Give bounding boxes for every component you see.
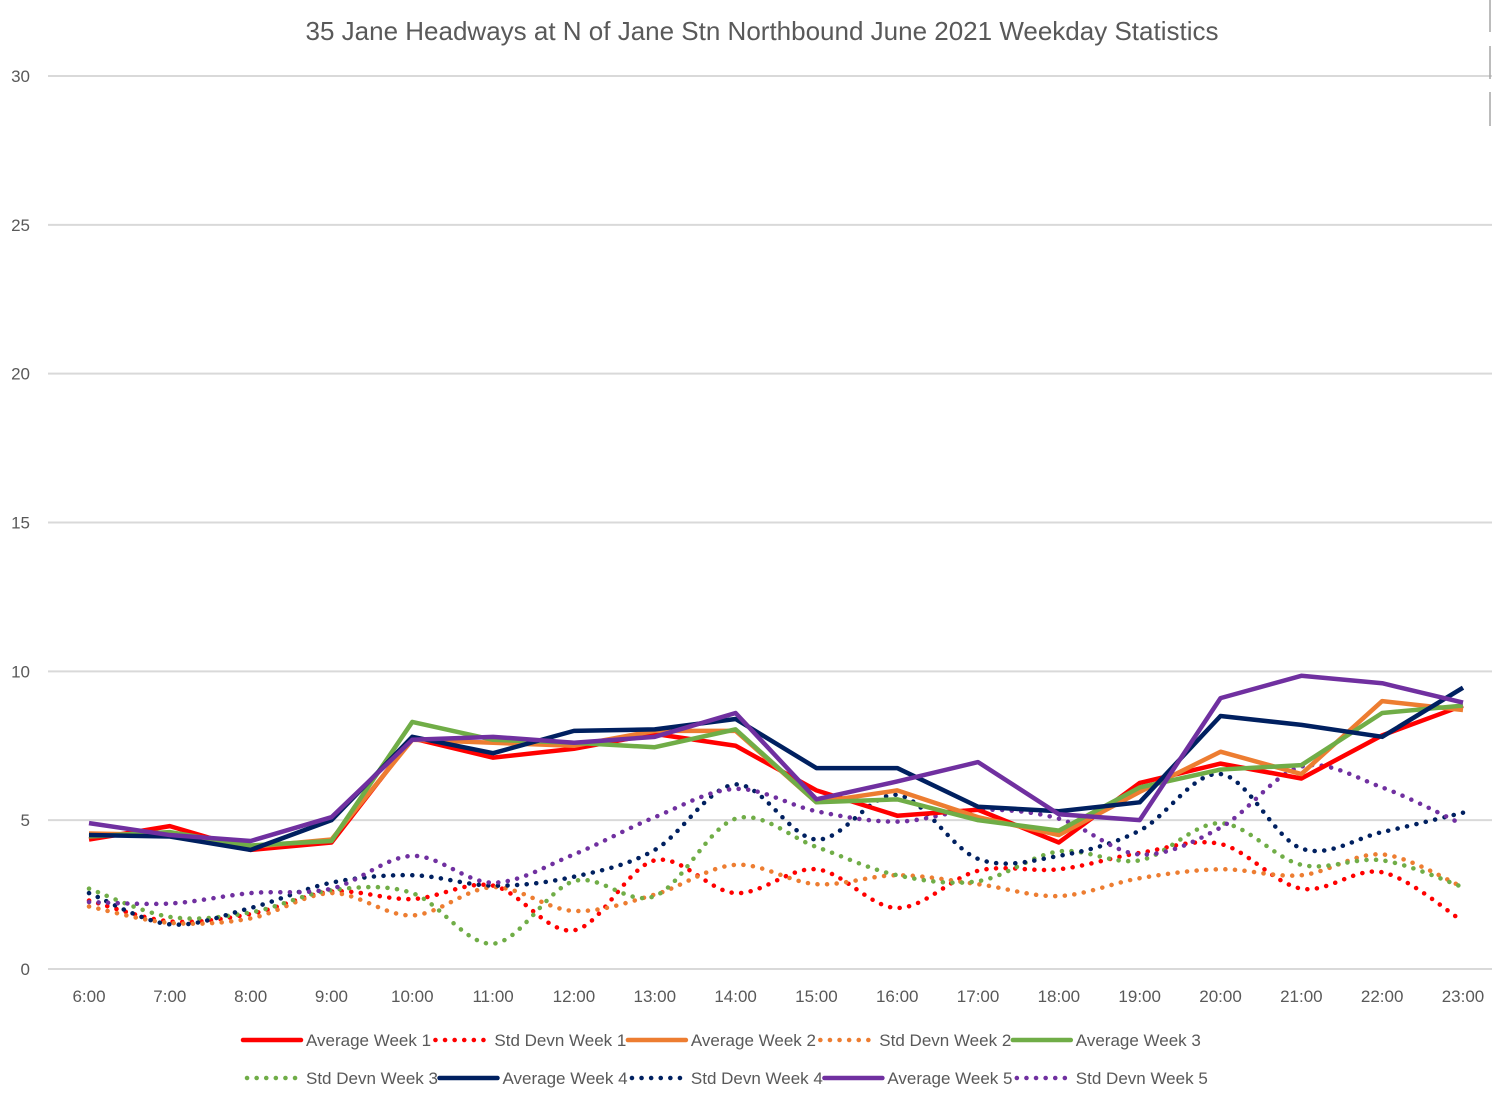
legend-label: Std Devn Week 5 bbox=[1076, 1069, 1208, 1088]
legend-item-std-devn-week-5[interactable]: Std Devn Week 5 bbox=[1014, 1069, 1208, 1088]
legend-label: Average Week 5 bbox=[887, 1069, 1012, 1088]
series-average-week-3 bbox=[88, 703, 1464, 848]
x-tick-label: 7:00 bbox=[153, 987, 186, 1006]
x-tick-label: 20:00 bbox=[1199, 987, 1242, 1006]
series-line bbox=[88, 698, 1464, 850]
legend-item-average-week-5[interactable]: Average Week 5 bbox=[822, 1069, 1012, 1088]
legend-label: Std Devn Week 1 bbox=[494, 1031, 626, 1050]
legend-label: Std Devn Week 3 bbox=[306, 1069, 438, 1088]
x-tick-label: 23:00 bbox=[1442, 987, 1485, 1006]
series-line bbox=[88, 673, 1464, 844]
legend-label: Average Week 1 bbox=[306, 1031, 431, 1050]
series-average-week-4 bbox=[88, 685, 1465, 853]
x-tick-label: 15:00 bbox=[795, 987, 838, 1006]
x-tick-label: 12:00 bbox=[553, 987, 596, 1006]
series-line bbox=[86, 763, 1466, 907]
legend: Average Week 1 Std Devn Week 1 Average Wee… bbox=[240, 1031, 1208, 1088]
series-std-devn-week-2 bbox=[86, 852, 1466, 926]
x-tick-label: 18:00 bbox=[1038, 987, 1081, 1006]
y-tick-label: 0 bbox=[21, 960, 30, 979]
series-line bbox=[88, 685, 1465, 853]
series-average-week-5 bbox=[88, 673, 1464, 844]
legend-item-average-week-2[interactable]: Average Week 2 bbox=[625, 1031, 816, 1050]
y-axis-ticks: 0 5 10 15 20 25 30 bbox=[11, 67, 30, 979]
series-std-devn-week-4 bbox=[86, 771, 1466, 927]
y-tick-label: 25 bbox=[11, 216, 30, 235]
gridlines bbox=[48, 75, 1492, 970]
legend-item-average-week-3[interactable]: Average Week 3 bbox=[1010, 1031, 1201, 1050]
legend-label: Std Devn Week 2 bbox=[879, 1031, 1011, 1050]
y-tick-label: 10 bbox=[11, 662, 30, 681]
legend-item-average-week-1[interactable]: Average Week 1 bbox=[240, 1031, 431, 1050]
series-line bbox=[88, 703, 1464, 848]
series-line bbox=[86, 771, 1466, 927]
series-lines bbox=[86, 673, 1466, 946]
series-std-devn-week-1 bbox=[86, 839, 1466, 933]
x-tick-label: 16:00 bbox=[876, 987, 919, 1006]
x-tick-label: 14:00 bbox=[714, 987, 757, 1006]
x-tick-label: 6:00 bbox=[72, 987, 105, 1006]
y-tick-label: 30 bbox=[11, 67, 30, 86]
x-tick-label: 8:00 bbox=[234, 987, 267, 1006]
x-axis-ticks: 6:00 7:00 8:00 9:00 10:00 11:00 12:00 13:00 14:0… bbox=[72, 987, 1484, 1006]
y-tick-label: 5 bbox=[21, 811, 30, 830]
x-tick-label: 22:00 bbox=[1361, 987, 1404, 1006]
series-average-week-2 bbox=[88, 698, 1464, 850]
series-line bbox=[86, 852, 1466, 926]
legend-item-std-devn-week-2[interactable]: Std Devn Week 2 bbox=[818, 1031, 1011, 1050]
x-tick-label: 9:00 bbox=[315, 987, 348, 1006]
legend-label: Std Devn Week 4 bbox=[691, 1069, 823, 1088]
x-tick-label: 10:00 bbox=[391, 987, 434, 1006]
x-tick-label: 11:00 bbox=[472, 987, 513, 1006]
x-tick-label: 13:00 bbox=[633, 987, 676, 1006]
legend-item-std-devn-week-4[interactable]: Std Devn Week 4 bbox=[629, 1069, 823, 1088]
chart-title: 35 Jane Headways at N of Jane Stn Northb… bbox=[306, 16, 1219, 46]
legend-label: Average Week 3 bbox=[1076, 1031, 1201, 1050]
legend-item-average-week-4[interactable]: Average Week 4 bbox=[437, 1069, 628, 1088]
legend-item-std-devn-week-3[interactable]: Std Devn Week 3 bbox=[244, 1069, 438, 1088]
legend-item-std-devn-week-1[interactable]: Std Devn Week 1 bbox=[433, 1031, 626, 1050]
x-tick-label: 21:00 bbox=[1280, 987, 1323, 1006]
legend-label: Average Week 2 bbox=[691, 1031, 816, 1050]
legend-label: Average Week 4 bbox=[503, 1069, 628, 1088]
y-tick-label: 15 bbox=[11, 514, 30, 533]
x-tick-label: 17:00 bbox=[957, 987, 1000, 1006]
series-line bbox=[86, 839, 1466, 933]
y-tick-label: 20 bbox=[11, 365, 30, 384]
x-tick-label: 19:00 bbox=[1118, 987, 1161, 1006]
